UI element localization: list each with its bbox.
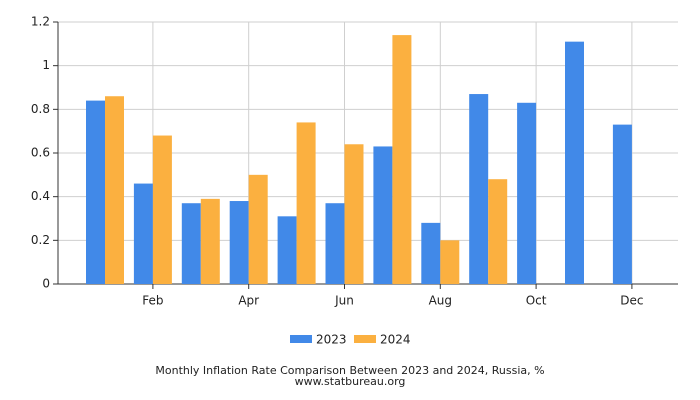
bar (565, 41, 584, 285)
y-tick-label: 1 (42, 58, 50, 72)
y-tick-label: 0.8 (31, 102, 50, 116)
bar (517, 102, 537, 285)
bar (105, 96, 124, 284)
x-tick-label: Apr (238, 294, 259, 308)
y-tick-label: 0.6 (31, 146, 50, 160)
bar (86, 100, 105, 284)
y-tick-label: 1.2 (31, 15, 50, 29)
chart-title: Monthly Inflation Rate Comparison Betwee… (155, 364, 544, 377)
bar (440, 240, 460, 284)
x-tick-label: Jun (334, 294, 354, 308)
legend-label: 2024 (380, 333, 411, 347)
bar (277, 216, 297, 284)
bar (392, 35, 412, 284)
bar (181, 203, 201, 284)
bar (469, 94, 489, 284)
bar (296, 122, 316, 284)
x-tick-label: Feb (142, 294, 163, 308)
x-tick-label: Aug (429, 294, 452, 308)
bar (488, 179, 508, 284)
x-tick-label: Dec (620, 294, 643, 308)
bar (200, 198, 220, 284)
legend-swatch (354, 335, 376, 343)
bar (373, 146, 393, 284)
bar (229, 201, 249, 284)
bar (421, 222, 441, 284)
bar (325, 203, 345, 284)
y-tick-label: 0.2 (31, 233, 50, 247)
chart-subtitle: www.statbureau.org (295, 375, 406, 388)
y-tick-label: 0 (42, 277, 50, 291)
bar (133, 183, 153, 284)
bar (152, 135, 172, 284)
legend-label: 2023 (316, 333, 347, 347)
bar (344, 144, 364, 284)
legend-swatch (290, 335, 312, 343)
bar (612, 124, 632, 284)
bar (248, 174, 268, 284)
y-tick-label: 0.4 (31, 189, 50, 203)
x-tick-label: Oct (526, 294, 547, 308)
